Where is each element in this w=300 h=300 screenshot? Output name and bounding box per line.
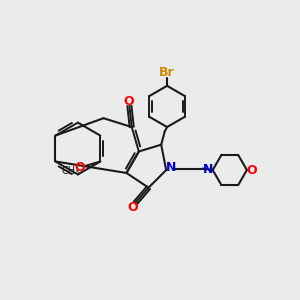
Text: O: O bbox=[124, 95, 134, 108]
Text: CH₃: CH₃ bbox=[61, 166, 79, 176]
Text: O: O bbox=[128, 201, 138, 214]
Text: Br: Br bbox=[159, 66, 175, 80]
Text: N: N bbox=[203, 163, 213, 176]
Text: N: N bbox=[166, 161, 176, 174]
Text: O: O bbox=[74, 161, 85, 174]
Text: O: O bbox=[246, 164, 257, 176]
